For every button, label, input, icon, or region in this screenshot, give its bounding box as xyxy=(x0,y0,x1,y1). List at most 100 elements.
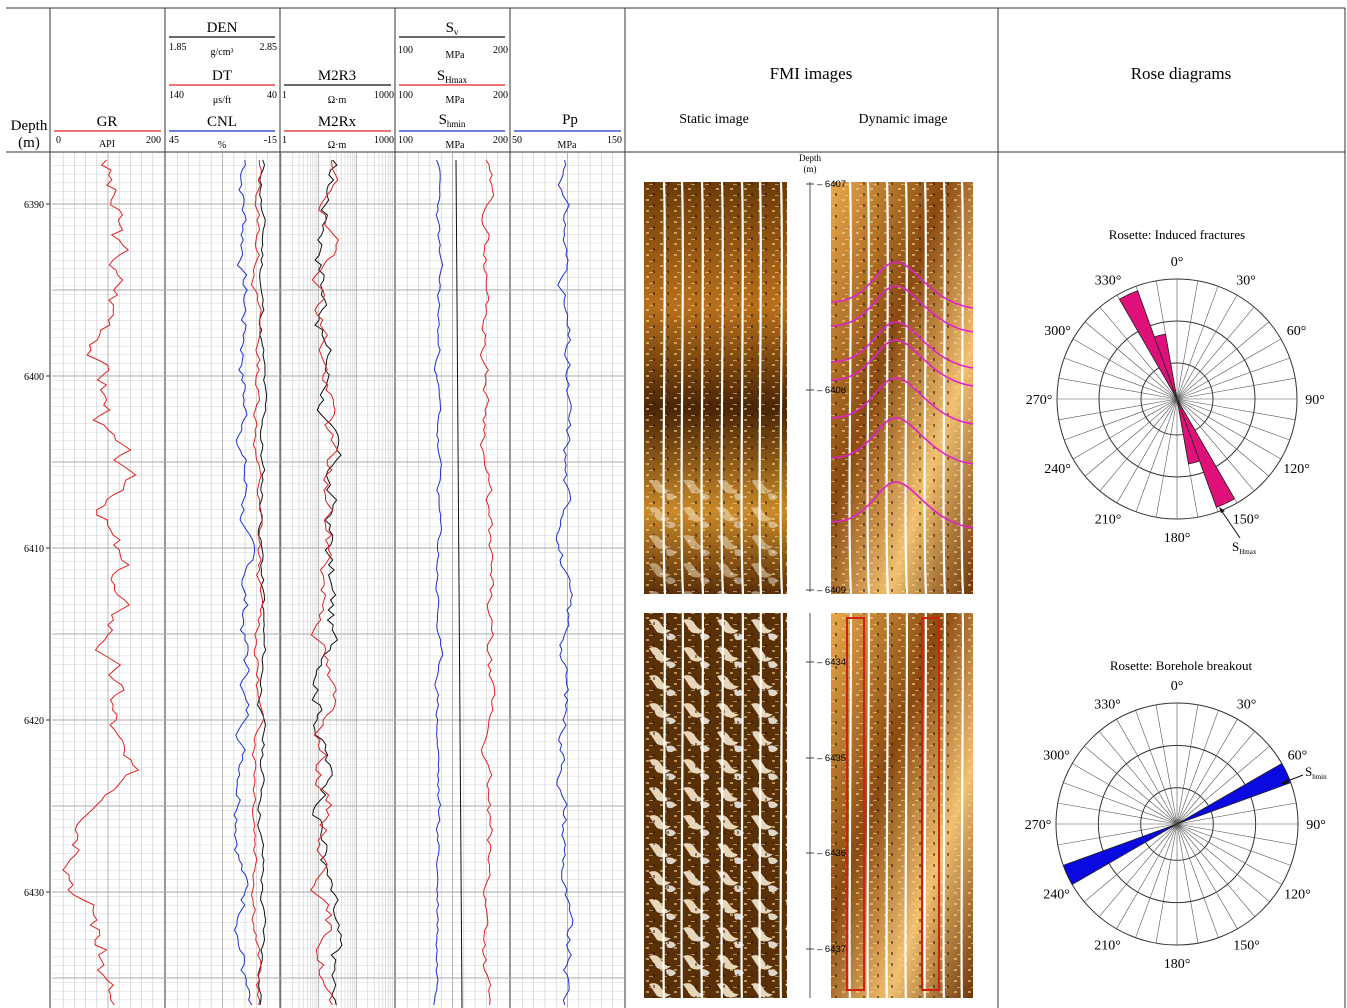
pp-name: Pp xyxy=(562,112,578,128)
fmi-title: FMI images xyxy=(770,64,853,83)
rose-angle-label: 0° xyxy=(1171,255,1184,270)
shmax-curve xyxy=(479,159,496,1006)
rose-spoke xyxy=(1058,377,1178,400)
rose-spoke xyxy=(1176,398,1255,492)
m2r3-max: 1000 xyxy=(374,90,394,101)
rose-spoke xyxy=(1155,704,1178,825)
rose-petal xyxy=(1176,398,1201,465)
gr-unit: API xyxy=(99,139,115,150)
rose-spoke xyxy=(1098,823,1178,917)
rose-spoke xyxy=(1072,338,1178,400)
rose-angle-label: 240° xyxy=(1044,462,1071,477)
shmax-unit: MPa xyxy=(446,95,465,106)
log-curves xyxy=(62,159,574,1008)
induced-fracture-trace xyxy=(830,377,974,425)
static-image-upper xyxy=(644,182,787,594)
gr-max: 200 xyxy=(146,135,161,146)
pp-min: 50 xyxy=(512,135,522,146)
sv-max: 200 xyxy=(493,45,508,56)
rose-spoke xyxy=(1064,398,1178,441)
rose-angle-label: 300° xyxy=(1044,324,1071,339)
sv-curve xyxy=(455,159,463,1008)
gr-name: GR xyxy=(97,114,118,130)
induced-fracture-trace xyxy=(830,339,974,387)
fmi-pad-gap xyxy=(740,604,745,1007)
rose-angle-label: 60° xyxy=(1288,749,1308,764)
m2rx-min: 1 xyxy=(282,135,287,146)
pp-curve xyxy=(555,159,574,1006)
fmi-pad-gap xyxy=(942,181,947,595)
pp-max: 150 xyxy=(607,135,622,146)
fmi-pad-gap xyxy=(662,181,667,595)
sv-name: Sv xyxy=(446,20,459,37)
fmi-pad-gap xyxy=(779,604,784,1007)
fmi-pad-gap xyxy=(885,181,890,595)
fmi-pad-gap xyxy=(866,604,871,1007)
induced-fracture-trace xyxy=(830,481,974,529)
rose-spoke xyxy=(1176,719,1238,825)
dynamic-image-upper xyxy=(831,182,973,594)
rose-spoke xyxy=(1176,823,1270,903)
fmi-depth-tick-label: – 6407 xyxy=(817,179,846,190)
rose-spoke xyxy=(1176,823,1256,917)
shmax-arrow-head xyxy=(1219,507,1225,513)
rose-angle-label: 180° xyxy=(1164,957,1191,972)
rose-angle-label: 330° xyxy=(1095,274,1122,289)
rose-spoke xyxy=(1057,802,1178,825)
rose-spoke xyxy=(1176,398,1270,477)
induced-fracture-trace xyxy=(830,261,974,309)
fmi-depth-ticks: – 6407 – 6408 – 6409 – 6434 – 6435 – 6436 – 64… xyxy=(806,179,846,955)
rose-petal xyxy=(1062,823,1178,886)
rose-angle-label: 240° xyxy=(1043,888,1070,903)
fmi-pad-gap xyxy=(848,604,853,1007)
rose-petal xyxy=(1153,333,1178,400)
rose-spoke xyxy=(1099,306,1178,400)
m2rx-unit: Ω·m xyxy=(328,140,347,151)
rose-breakout-title: Rosette: Borehole breakout xyxy=(1110,658,1253,673)
rose-angle-label: 150° xyxy=(1233,513,1260,528)
fmi-pad-gap xyxy=(960,604,965,1007)
rose-spoke xyxy=(1176,306,1255,400)
m2r3-name: M2R3 xyxy=(318,68,356,84)
rose-angle-label: 120° xyxy=(1283,462,1310,477)
rose-spoke xyxy=(1176,823,1282,885)
shmax-annotation-main: S xyxy=(1232,539,1239,554)
shmin-name-main: S xyxy=(439,112,447,128)
shmin-annotation-sub: hmin xyxy=(1312,773,1327,781)
rose-angle-label: 210° xyxy=(1095,513,1122,528)
rose-angle-label: 270° xyxy=(1025,818,1052,833)
fmi-depth-tick-label: – 6437 xyxy=(817,944,846,955)
fmi-pad-gap xyxy=(779,181,784,595)
fmi-pad-gap xyxy=(904,604,909,1007)
sv-min: 100 xyxy=(398,45,413,56)
rose-spoke xyxy=(1176,823,1291,866)
dt-name: DT xyxy=(212,68,232,84)
dynamic-image-lower xyxy=(831,613,973,998)
dt-unit: μs/ft xyxy=(213,95,231,106)
rose-spoke xyxy=(1176,823,1297,846)
rose-spoke xyxy=(1176,286,1219,400)
rose-spoke xyxy=(1072,398,1178,460)
gr-min: 0 xyxy=(56,135,61,146)
rose-spoke xyxy=(1176,710,1219,825)
pp-unit: MPa xyxy=(558,140,577,151)
shmax-name-main: S xyxy=(437,68,445,84)
shmin-name-sub: hmin xyxy=(447,119,466,129)
rose-spoke xyxy=(1176,377,1296,400)
rose-spoke xyxy=(1058,398,1178,421)
depth-header-unit: (m) xyxy=(18,135,40,151)
shmin-unit: MPa xyxy=(446,140,465,151)
fmi-pad-gap xyxy=(758,604,763,1007)
shmax-name-sub: Hmax xyxy=(445,75,467,85)
rose-title: Rose diagrams xyxy=(1131,64,1232,83)
rose-angle-label: 0° xyxy=(1171,679,1184,694)
den-min: 1.85 xyxy=(169,42,187,53)
fmi-pad-gap xyxy=(662,604,667,1007)
rose-induced-fractures: 0° 30° 60° 90° 120° 150° 180° 210° 240° 270° 300° 3… xyxy=(1026,255,1325,546)
rose-petal xyxy=(1176,762,1292,825)
fmi-pad-gap xyxy=(960,181,965,595)
rose-angle-label: 90° xyxy=(1306,818,1326,833)
m2rx-name: M2Rx xyxy=(318,114,357,130)
den-name: DEN xyxy=(207,20,238,36)
shmin-max: 200 xyxy=(493,135,508,146)
